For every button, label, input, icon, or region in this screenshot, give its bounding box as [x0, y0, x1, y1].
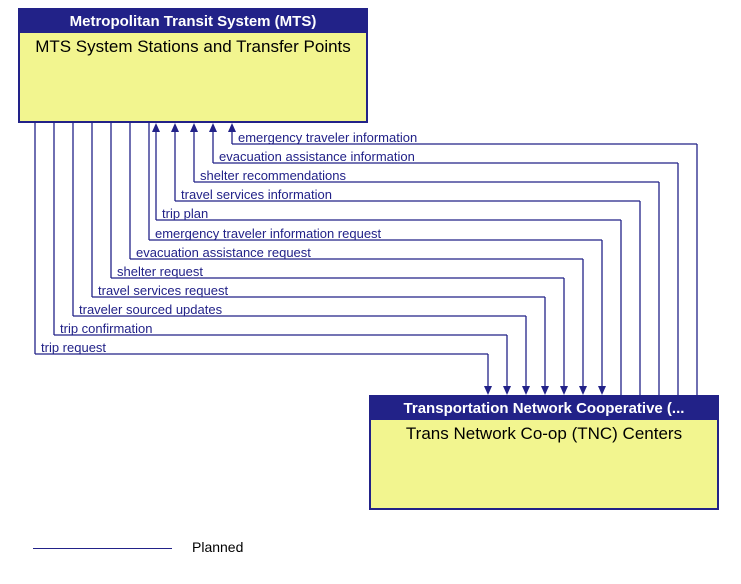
legend-label: Planned	[192, 539, 243, 555]
flow-label: trip confirmation	[60, 321, 152, 336]
flow-label: trip request	[41, 340, 106, 355]
tnc-centers-body: Trans Network Co-op (TNC) Centers	[371, 420, 717, 448]
diagram-canvas: Metropolitan Transit System (MTS) MTS Sy…	[0, 0, 741, 584]
mts-stations-header: Metropolitan Transit System (MTS)	[20, 10, 366, 33]
flow-label: trip plan	[162, 206, 208, 221]
mts-stations-node: Metropolitan Transit System (MTS) MTS Sy…	[18, 8, 368, 123]
flow-label: travel services request	[98, 283, 228, 298]
flow-label: shelter recommendations	[200, 168, 346, 183]
flow-label: traveler sourced updates	[79, 302, 222, 317]
flow-label: evacuation assistance request	[136, 245, 311, 260]
mts-stations-body: MTS System Stations and Transfer Points	[20, 33, 366, 61]
flow-label: shelter request	[117, 264, 203, 279]
tnc-centers-header: Transportation Network Cooperative (...	[371, 397, 717, 420]
flow-label: emergency traveler information	[238, 130, 417, 145]
flow-label: travel services information	[181, 187, 332, 202]
legend-line	[33, 548, 172, 549]
flow-label: evacuation assistance information	[219, 149, 415, 164]
tnc-centers-node: Transportation Network Cooperative (... …	[369, 395, 719, 510]
flow-label: emergency traveler information request	[155, 226, 381, 241]
